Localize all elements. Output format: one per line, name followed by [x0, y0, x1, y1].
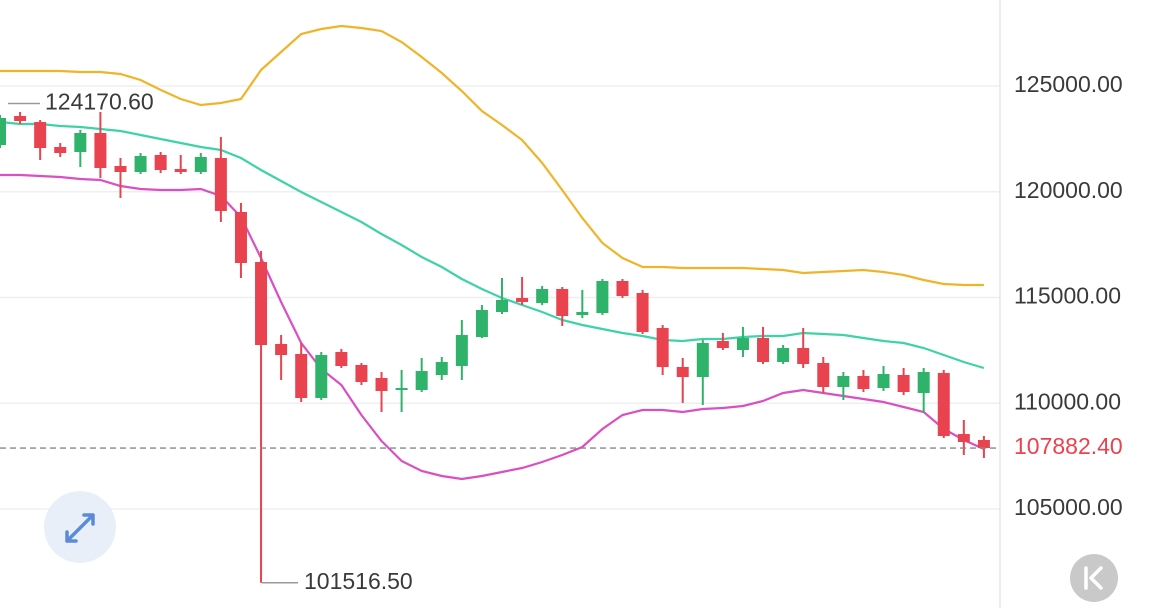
candle-body — [536, 289, 549, 304]
band-line — [0, 24, 984, 287]
candle-body — [797, 348, 810, 365]
y-tick-label: 115000.00 — [1014, 283, 1121, 309]
candle-body — [335, 352, 348, 366]
y-tick-label: 105000.00 — [1014, 494, 1123, 520]
y-tick-label: 125000.00 — [1014, 71, 1123, 97]
candle-body — [576, 311, 589, 315]
candle-body — [0, 118, 6, 146]
y-tick-label: 120000.00 — [1014, 177, 1123, 203]
candle-body — [475, 310, 488, 337]
candle-body — [395, 388, 408, 390]
candle-body — [315, 355, 328, 398]
candle-body — [696, 343, 709, 378]
candle-body — [134, 156, 147, 172]
y-tick-label: 110000.00 — [1014, 388, 1121, 414]
candle-body — [516, 297, 529, 303]
back-button[interactable] — [1070, 554, 1118, 602]
last-price-bg — [1003, 429, 1170, 468]
candle-body — [636, 293, 649, 333]
plot: 125000.00 120000.00 115000.00 110000.00 1050… — [0, 24, 1123, 594]
candle-body — [897, 375, 910, 393]
candle-body — [616, 281, 629, 297]
low-label: 101516.50 — [304, 568, 413, 594]
candle-body — [94, 132, 107, 169]
candle-body — [295, 354, 308, 398]
candle-body — [857, 375, 870, 390]
candle-body — [214, 157, 227, 212]
candle-body — [415, 371, 428, 390]
candle-body — [34, 121, 47, 148]
high-label: 124170.60 — [45, 89, 154, 115]
candle-body — [837, 375, 850, 387]
candle-body — [114, 165, 127, 172]
candle-body — [255, 261, 268, 346]
candle-body — [435, 361, 448, 376]
candle-body — [736, 338, 749, 351]
candle-body — [937, 372, 950, 437]
expand-icon[interactable] — [65, 513, 95, 543]
candle-body — [556, 289, 569, 316]
candle-body — [174, 168, 187, 172]
candle-body — [455, 335, 468, 366]
candle-body — [14, 116, 27, 122]
candle-body — [234, 211, 247, 264]
back-button-bg[interactable] — [1070, 554, 1118, 602]
candle-body — [676, 367, 689, 378]
back-icon[interactable] — [1084, 566, 1103, 590]
candle-body — [817, 363, 830, 387]
candle-body — [977, 439, 990, 449]
candle-body — [74, 132, 87, 152]
expand-button[interactable] — [44, 491, 116, 563]
last-price-label: 107882.40 — [1014, 433, 1123, 459]
candle-body — [917, 371, 930, 394]
candle-body — [716, 340, 729, 349]
candle-body — [656, 328, 669, 368]
candle-body — [355, 364, 368, 383]
candle-body — [877, 374, 890, 389]
band-line — [0, 173, 985, 481]
candle-body — [275, 343, 288, 356]
candle-body — [757, 338, 770, 362]
candle-body — [194, 157, 207, 172]
candle-body — [496, 300, 508, 312]
candle-body — [957, 434, 970, 443]
candle-body — [54, 146, 67, 154]
candle-body — [154, 154, 167, 171]
band-line — [0, 120, 985, 370]
candle-body — [375, 378, 388, 391]
candle-body — [777, 348, 790, 362]
candle-body — [596, 281, 609, 314]
